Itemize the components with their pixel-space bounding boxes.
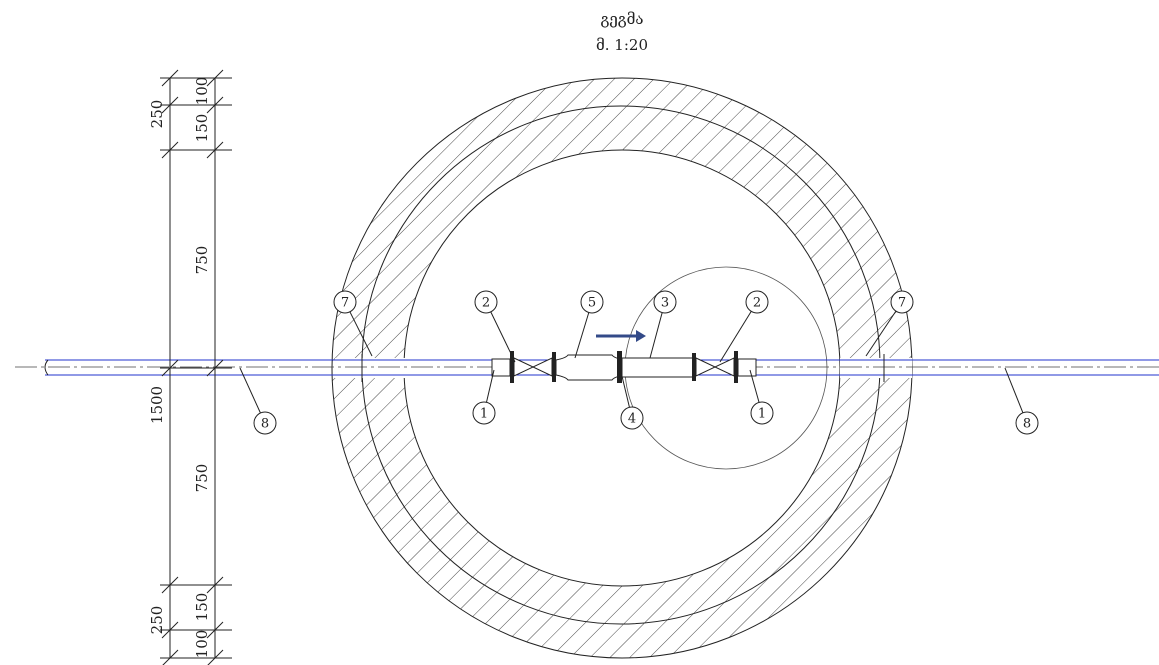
dim-tick	[206, 96, 224, 114]
callout-circle	[745, 290, 769, 314]
pipe-end	[44, 359, 49, 376]
sleeve-left	[335, 358, 405, 378]
dim-tick	[206, 69, 224, 87]
dim-tick	[161, 69, 179, 87]
callout-circle	[253, 411, 277, 435]
dim-tick	[161, 359, 179, 377]
callout-label: 7	[341, 296, 349, 311]
dim-label: 750	[193, 246, 211, 275]
callout-circle	[653, 290, 677, 314]
dim-label: 100	[193, 630, 211, 659]
dim-label: 150	[193, 114, 211, 143]
leader	[1004, 367, 1024, 413]
valve-assembly	[491, 351, 757, 383]
dim-tick	[162, 649, 179, 665]
dim-tick	[161, 621, 179, 639]
dim-label: 750	[193, 464, 211, 493]
callout-circle	[620, 406, 644, 430]
title: გეგმა	[601, 10, 644, 28]
leader	[620, 371, 630, 408]
flow-arrow	[596, 330, 646, 342]
sleeve-right	[840, 358, 912, 378]
dim-tick	[206, 576, 224, 594]
leader	[649, 312, 663, 359]
dim-tick	[206, 621, 224, 639]
callout-label: 8	[261, 417, 269, 432]
dim-tick	[161, 96, 179, 114]
callout-circle	[333, 290, 357, 314]
callout-label: 1	[758, 407, 766, 422]
dim-label: 1500	[148, 386, 166, 424]
callout-label: 3	[661, 296, 669, 311]
callout-label: 7	[898, 296, 906, 311]
leader	[490, 311, 516, 363]
callout-label: 2	[482, 296, 490, 311]
dim-label: 250	[148, 606, 166, 635]
callout-circle	[472, 401, 496, 425]
dim-tick	[206, 359, 224, 377]
dim-tick	[161, 141, 179, 159]
callout-circle	[474, 290, 498, 314]
callout-circle	[890, 290, 914, 314]
callout-label: 8	[1023, 417, 1031, 432]
leader	[349, 311, 373, 357]
callout-circle	[1015, 411, 1039, 435]
leader	[865, 310, 897, 357]
leader	[749, 369, 760, 403]
leader	[719, 311, 752, 363]
leader	[239, 367, 261, 414]
dim-label: 150	[193, 593, 211, 622]
callout-label: 5	[588, 296, 596, 311]
dim-label: 250	[148, 100, 166, 129]
leader	[486, 369, 495, 403]
callout-label: 1	[480, 407, 488, 422]
dim-tick	[207, 649, 224, 665]
callout-circle	[750, 401, 774, 425]
dim-label: 100	[193, 77, 211, 106]
callout-label: 4	[628, 412, 636, 427]
callout-circle	[580, 290, 604, 314]
callout-label: 2	[753, 296, 761, 311]
leader	[574, 312, 590, 359]
dim-tick	[206, 141, 224, 159]
scale: მ. 1:20	[596, 36, 648, 54]
dim-tick	[161, 576, 179, 594]
